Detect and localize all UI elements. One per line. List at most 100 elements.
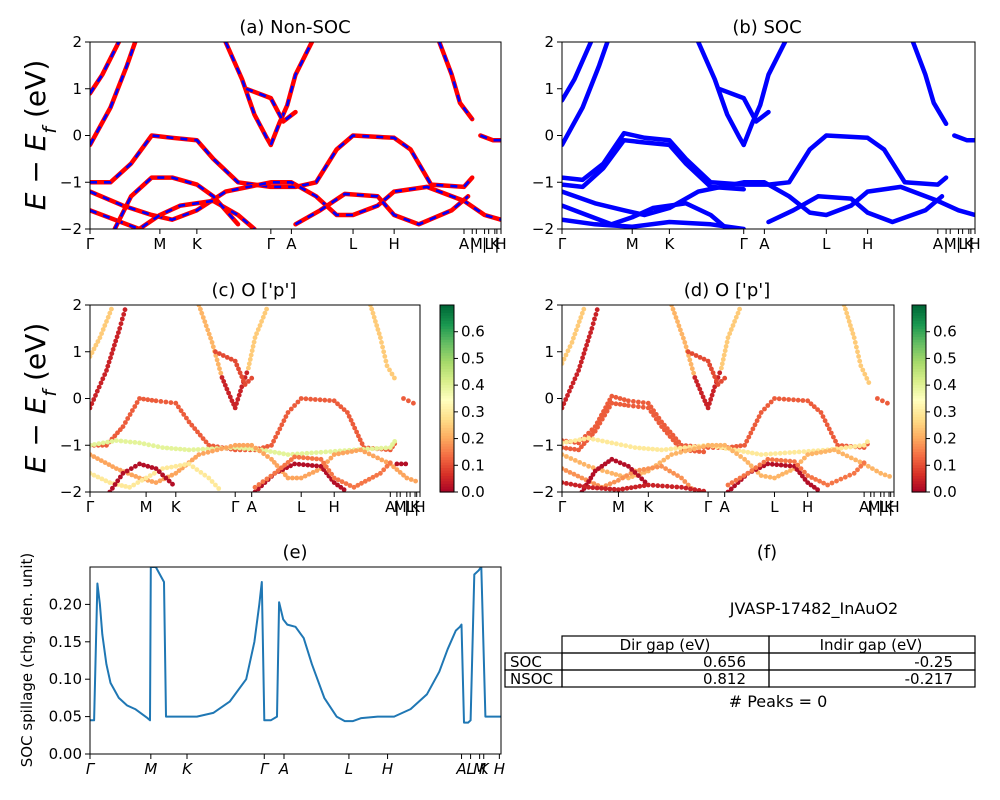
- band-dot-d-11: [682, 448, 688, 454]
- colorbar-strip-c: [440, 366, 454, 370]
- band-dot-c-1: [93, 393, 98, 398]
- band-dot-c-4: [262, 310, 268, 316]
- band-dot-d-1: [568, 384, 574, 390]
- band-dot-d-14: [669, 484, 675, 490]
- y-tick-label-e: 0.10: [49, 670, 82, 688]
- band-dot-c-8: [346, 414, 352, 419]
- band-dot-d-2: [675, 319, 680, 324]
- colorbar-strip-c: [440, 430, 454, 434]
- colorbar-strip-d: [912, 414, 926, 418]
- band-dot-c-8: [197, 432, 203, 438]
- band-dot-c-11: [99, 476, 105, 482]
- band-dot-c-10: [241, 442, 246, 448]
- band-dot-c-9: [137, 440, 142, 446]
- band-dot-c-10: [236, 442, 242, 448]
- colorbar-strip-c: [440, 457, 454, 461]
- band-dot-d-5: [722, 375, 728, 381]
- band-dot-d-8: [603, 405, 608, 410]
- band-dot-c-9: [146, 442, 152, 448]
- band-dot-d-1: [562, 401, 567, 407]
- band-dot-d-10: [673, 446, 678, 451]
- band-dot-d-11: [772, 475, 777, 481]
- band-dot-c-10: [95, 456, 100, 461]
- y-tick-label-b: −2: [532, 220, 554, 238]
- band-dot-d-14: [607, 486, 613, 492]
- band-dot-c-8: [331, 398, 337, 404]
- band-dot-d-2: [689, 366, 695, 372]
- band-dot-d-14: [616, 487, 621, 492]
- band-dot-c-5: [242, 382, 248, 387]
- band-dot-d-16: [737, 475, 743, 481]
- band-dot-d-13: [588, 475, 594, 481]
- band-dot-d-14: [664, 483, 670, 489]
- band-dot-d-12: [645, 466, 651, 471]
- colorbar-strip-c: [440, 409, 454, 413]
- table-row-soc-dir: 0.656: [703, 653, 746, 671]
- band-dot-c-6: [389, 371, 395, 377]
- band-dot-d-11: [705, 442, 711, 448]
- colorbar-strip-d: [912, 326, 926, 330]
- band-dot-d-6: [852, 340, 858, 345]
- band-dot-d-9: [631, 403, 636, 409]
- band-dot-d-8: [805, 398, 811, 404]
- band-dot-c-12: [110, 485, 115, 491]
- band-dot-c-11: [164, 465, 170, 471]
- band-dot-c-3: [222, 382, 228, 388]
- y-tick-label-c: 2: [72, 296, 82, 314]
- x-tick-label-e: L: [345, 760, 353, 778]
- band-dot-d-12: [675, 473, 680, 478]
- band-dot-c-10: [282, 472, 288, 478]
- band-dot-c-1: [109, 351, 115, 356]
- band-dash-a-5: [438, 42, 474, 120]
- band-dot-d-1: [567, 388, 572, 394]
- x-tick-label-b: K: [664, 235, 675, 253]
- band-dot-d-8: [617, 396, 623, 401]
- band-dot-c-10: [353, 448, 359, 454]
- band-dot-d-5: [705, 358, 711, 364]
- band-dot-d-15: [761, 463, 767, 469]
- band-dot-c-14: [296, 454, 302, 460]
- band-dot-d-1: [586, 334, 592, 340]
- band-dot-c-8: [265, 444, 270, 449]
- band-dot-c-14: [343, 481, 349, 486]
- band-dot-d-16: [805, 473, 811, 478]
- band-dot-d-2: [679, 331, 685, 337]
- band-dot-d-6: [846, 319, 852, 324]
- band-dot-d-1: [562, 405, 565, 411]
- band-dot-c-9: [200, 446, 206, 452]
- band-dot-d-2: [683, 344, 689, 350]
- band-dot-c-12: [137, 461, 142, 467]
- band-dot-c-9: [369, 446, 375, 452]
- colorbar-strip-c: [440, 449, 454, 453]
- band-dot-d-9: [626, 403, 631, 408]
- band-dot-d-10: [745, 449, 751, 455]
- band-dot-c-7: [406, 398, 411, 404]
- y-axis-label-spillage: SOC spillage (chg. den. unit): [18, 553, 36, 768]
- band-dot-d-11: [709, 442, 715, 448]
- band-dot-c-10: [169, 472, 175, 478]
- band-dot-d-10: [654, 447, 660, 452]
- band-dot-d-10: [600, 438, 605, 444]
- band-dot-c-8: [181, 412, 187, 417]
- band-dot-c-10: [413, 478, 418, 484]
- colorbar-strip-c: [440, 350, 454, 354]
- band-dot-d-11: [692, 446, 697, 452]
- x-tick-label-c: L: [406, 498, 415, 516]
- x-tick-label-b: K: [964, 235, 975, 253]
- colorbar-strip-d: [912, 331, 926, 335]
- band-dot-c-1: [106, 359, 112, 365]
- band-dot-d-9: [597, 420, 603, 426]
- band-dot-c-9: [169, 446, 174, 451]
- x-tick-label-e: Γ: [86, 760, 96, 778]
- colorbar-strip-d: [912, 347, 926, 352]
- band-dot-c-10: [269, 456, 274, 462]
- colorbar-tick-label-d: 0.0: [933, 483, 957, 501]
- band-dot-d-9: [617, 401, 623, 407]
- colorbar-strip-d: [912, 355, 926, 360]
- band-dot-d-0: [574, 327, 579, 333]
- band-dot-c-0: [93, 342, 99, 348]
- band-dot-d-6: [854, 344, 859, 350]
- band-dot-c-1: [121, 312, 127, 317]
- band-dot-c-8: [348, 417, 354, 423]
